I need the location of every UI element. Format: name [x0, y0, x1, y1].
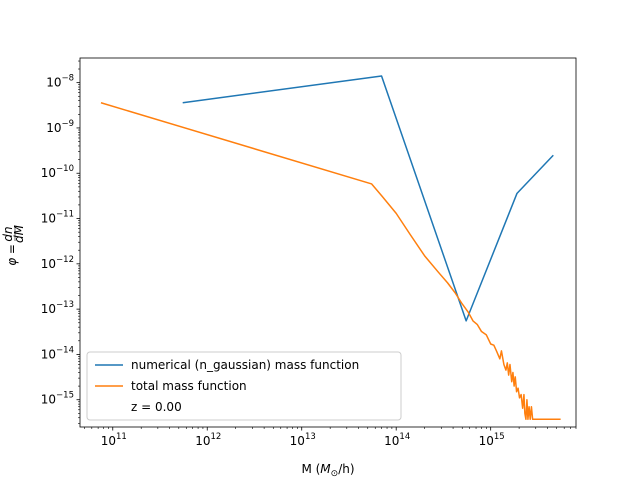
x-axis-label-sub: ⊙	[331, 469, 339, 479]
y-tick-label-0: 10−15	[41, 391, 74, 407]
x-tick-label-1-base: 10	[195, 434, 210, 448]
legend: numerical (n_gaussian) mass function tota…	[86, 351, 402, 421]
x-tick-label-0-exponent: 11	[116, 432, 127, 442]
y-tick-label-4-base: 10	[41, 212, 56, 226]
y-tick-label-1: 10−14	[41, 345, 74, 361]
y-tick-label-1-exponent: −14	[56, 345, 74, 355]
y-axis-label-denominator: dM	[12, 224, 26, 243]
legend-redshift-label: z = 0.00	[131, 400, 182, 414]
x-axis-label-tail: /h)	[338, 462, 354, 476]
x-tick-label-3: 1014	[384, 432, 410, 448]
y-tick-label-5-base: 10	[41, 166, 56, 180]
series-line-2	[100, 102, 561, 421]
y-tick-label-7-exponent: −8	[61, 74, 74, 84]
y-tick-label-2: 10−13	[41, 300, 74, 316]
y-tick-label-3-base: 10	[41, 257, 56, 271]
x-tick-label-3-exponent: 14	[399, 432, 410, 442]
y-tick-label-6-base: 10	[46, 121, 61, 135]
y-tick-label-5-exponent: −10	[56, 164, 74, 174]
y-tick-label-5: 10−10	[41, 164, 74, 180]
x-tick-label-4-base: 10	[479, 434, 494, 448]
y-tick-label-4-exponent: −11	[56, 210, 74, 220]
y-tick-label-6-exponent: −9	[61, 119, 74, 129]
x-tick-label-0-base: 10	[101, 434, 116, 448]
x-tick-label-2-exponent: 13	[305, 432, 316, 442]
x-tick-label-1-exponent: 12	[210, 432, 221, 442]
series-line-1	[182, 75, 554, 322]
x-tick-label-0: 1011	[101, 432, 127, 448]
y-tick-label-6: 10−9	[46, 119, 74, 135]
legend-label-2: total mass function	[131, 379, 247, 393]
y-tick-label-4: 10−11	[41, 210, 74, 226]
x-tick-label-1: 1012	[195, 432, 221, 448]
x-tick-label-3-base: 10	[384, 434, 399, 448]
y-tick-label-3: 10−12	[41, 255, 74, 271]
legend-label-1: numerical (n_gaussian) mass function	[131, 358, 359, 372]
y-axis-label-numerator: dn	[1, 226, 15, 241]
y-tick-label-1-base: 10	[41, 347, 56, 361]
x-tick-label-2-base: 10	[290, 434, 305, 448]
series-layer	[100, 75, 561, 421]
x-tick-label-4-exponent: 15	[494, 432, 505, 442]
legend-box	[86, 351, 402, 421]
y-tick-label-2-exponent: −13	[56, 300, 74, 310]
y-axis-label-main: φ =	[5, 244, 19, 266]
y-tick-label-0-base: 10	[41, 393, 56, 407]
y-tick-label-0-exponent: −15	[56, 391, 74, 401]
x-tick-label-2: 1013	[290, 432, 316, 448]
y-axis-label: φ = dn dM	[1, 224, 26, 265]
y-tick-label-2-base: 10	[41, 302, 56, 316]
x-axis-label-symbol: M	[320, 462, 331, 476]
x-tick-label-4: 1015	[479, 432, 505, 448]
y-tick-label-7: 10−8	[46, 74, 74, 90]
y-tick-label-7-base: 10	[46, 76, 61, 90]
x-axis-label-main: M (	[301, 462, 320, 476]
ticks-layer: 1011 1012 1013 1014 101510−1510−1410−1310−12…	[41, 60, 577, 448]
x-axis-label: M (M⊙/h)	[301, 462, 354, 479]
y-tick-label-3-exponent: −12	[56, 255, 74, 265]
